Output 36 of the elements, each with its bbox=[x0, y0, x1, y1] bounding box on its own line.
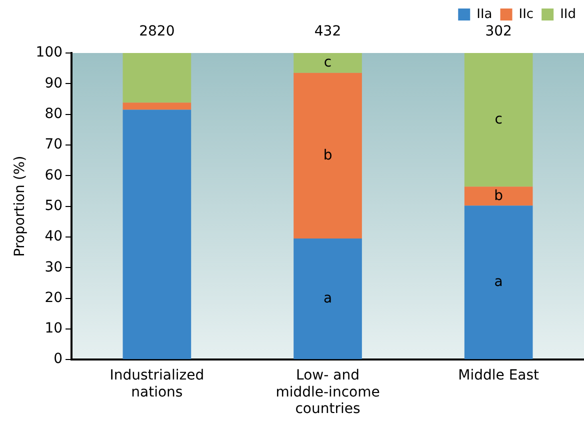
y-tick-label: 80 bbox=[44, 106, 63, 122]
y-tick-label: 20 bbox=[44, 290, 63, 306]
legend-label: IIc bbox=[518, 6, 534, 22]
y-tick-label: 10 bbox=[44, 320, 63, 337]
bar bbox=[294, 72, 362, 238]
y-tick-label: 40 bbox=[44, 228, 63, 245]
y-tick-label: 50 bbox=[44, 198, 63, 214]
y-tick-label: 60 bbox=[44, 167, 63, 184]
bar bbox=[464, 53, 533, 187]
legend-label: IIa bbox=[476, 6, 492, 22]
x-tick-label: Industrialized nations bbox=[110, 368, 204, 400]
y-tick-label: 100 bbox=[36, 44, 63, 61]
annotation: 432 bbox=[314, 24, 342, 40]
y-tick-label: 30 bbox=[44, 259, 63, 276]
bar bbox=[294, 53, 362, 73]
x-tick-label: Middle East bbox=[458, 368, 540, 384]
bar bbox=[464, 186, 533, 206]
y-axis-title: Proportion (%) bbox=[12, 156, 28, 257]
legend-label: IId bbox=[560, 6, 576, 22]
x-tick-label: Low- and middle-income countries bbox=[276, 368, 380, 418]
annotation: 2820 bbox=[139, 24, 175, 40]
bar bbox=[122, 110, 192, 360]
bar bbox=[464, 206, 533, 360]
data-label: c bbox=[494, 111, 502, 128]
annotation: 302 bbox=[485, 24, 512, 40]
data-label: b bbox=[494, 188, 504, 204]
data-label: c bbox=[324, 54, 332, 71]
data-label: a bbox=[323, 290, 332, 306]
data-label: a bbox=[494, 274, 503, 290]
data-label: b bbox=[323, 147, 332, 164]
bar bbox=[122, 53, 192, 103]
y-tick-label: 70 bbox=[44, 136, 63, 153]
y-tick-label: 0 bbox=[54, 351, 63, 368]
bar bbox=[122, 102, 192, 110]
bar bbox=[294, 238, 362, 360]
y-tick-label: 90 bbox=[44, 75, 63, 92]
